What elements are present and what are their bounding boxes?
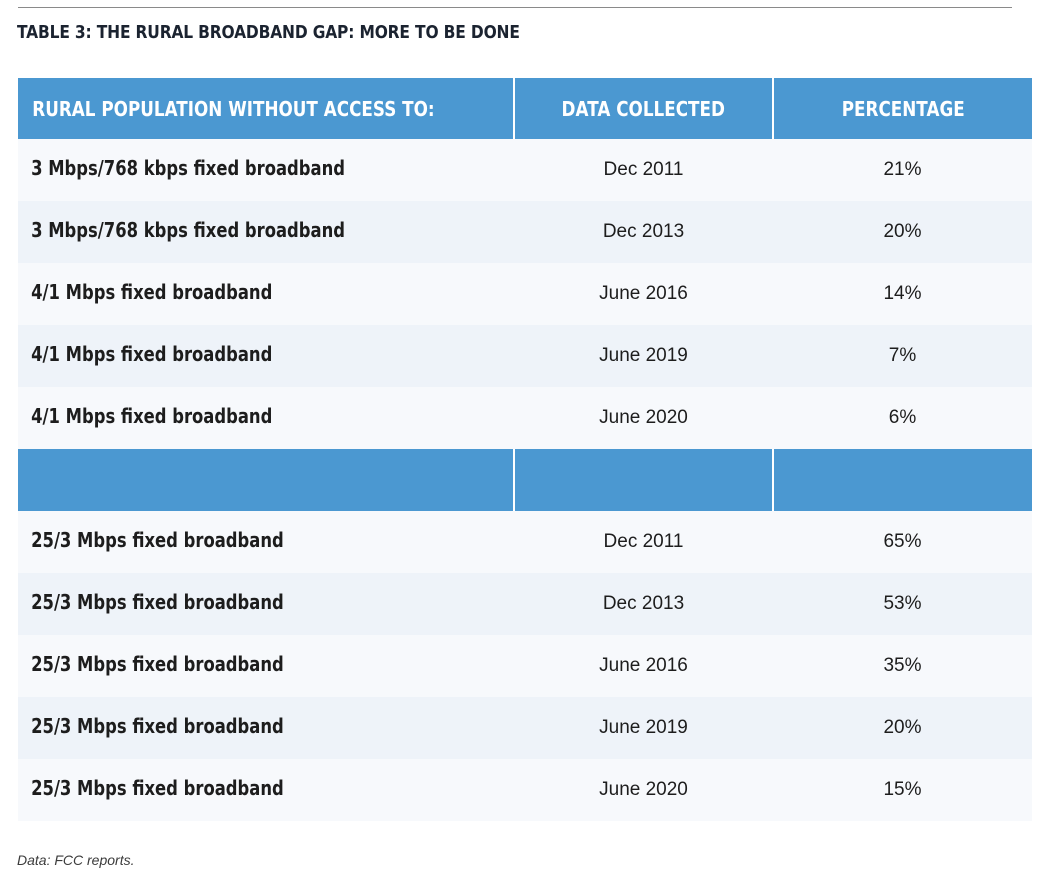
date-cell: Dec 2013 [514,201,773,263]
access-type-cell: 3 Mbps/768 kbps fixed broadband [18,139,514,201]
percentage-cell: 15% [773,759,1032,821]
access-type-cell: 4/1 Mbps fixed broadband [18,387,514,449]
access-type-cell: 25/3 Mbps fixed broadband [18,511,514,573]
access-type-cell: 4/1 Mbps fixed broadband [18,325,514,387]
date-cell: Dec 2011 [514,139,773,201]
access-type-cell: 25/3 Mbps fixed broadband [18,759,514,821]
table-row: 3 Mbps/768 kbps fixed broadband Dec 2011… [18,139,1032,201]
date-cell: June 2019 [514,697,773,759]
access-type-cell: 25/3 Mbps fixed broadband [18,635,514,697]
table-row: 25/3 Mbps fixed broadband June 2020 15% [18,759,1032,821]
date-cell: June 2020 [514,759,773,821]
table-row: 4/1 Mbps fixed broadband June 2016 14% [18,263,1032,325]
percentage-cell: 6% [773,387,1032,449]
date-cell: June 2019 [514,325,773,387]
table-row: 3 Mbps/768 kbps fixed broadband Dec 2013… [18,201,1032,263]
section-divider-band [18,449,1032,511]
percentage-cell: 65% [773,511,1032,573]
column-header-population: RURAL POPULATION WITHOUT ACCESS TO: [18,78,514,139]
divider-cell [18,449,514,511]
date-cell: June 2016 [514,263,773,325]
divider-cell [772,449,1032,511]
source-footnote: Data: FCC reports. [17,852,135,868]
table-row: 4/1 Mbps fixed broadband June 2020 6% [18,387,1032,449]
date-cell: Dec 2011 [514,511,773,573]
percentage-cell: 53% [773,573,1032,635]
percentage-cell: 20% [773,697,1032,759]
table-row: 4/1 Mbps fixed broadband June 2019 7% [18,325,1032,387]
table-row: 25/3 Mbps fixed broadband June 2019 20% [18,697,1032,759]
percentage-cell: 20% [773,201,1032,263]
access-type-cell: 25/3 Mbps fixed broadband [18,697,514,759]
table-title: TABLE 3: THE RURAL BROADBAND GAP: MORE T… [17,22,520,43]
access-type-cell: 4/1 Mbps fixed broadband [18,263,514,325]
column-header-data-collected: DATA COLLECTED [513,78,773,139]
table-row: 25/3 Mbps fixed broadband Dec 2011 65% [18,511,1032,573]
divider-cell [513,449,773,511]
access-type-cell: 25/3 Mbps fixed broadband [18,573,514,635]
table-row: 25/3 Mbps fixed broadband June 2016 35% [18,635,1032,697]
percentage-cell: 7% [773,325,1032,387]
top-divider [18,7,1012,8]
date-cell: June 2020 [514,387,773,449]
date-cell: Dec 2013 [514,573,773,635]
table-row: 25/3 Mbps fixed broadband Dec 2013 53% [18,573,1032,635]
percentage-cell: 14% [773,263,1032,325]
access-type-cell: 3 Mbps/768 kbps fixed broadband [18,201,514,263]
table-header-row: RURAL POPULATION WITHOUT ACCESS TO: DATA… [18,78,1032,139]
percentage-cell: 21% [773,139,1032,201]
percentage-cell: 35% [773,635,1032,697]
column-header-percentage: PERCENTAGE [772,78,1032,139]
date-cell: June 2016 [514,635,773,697]
broadband-table: RURAL POPULATION WITHOUT ACCESS TO: DATA… [18,78,1032,821]
